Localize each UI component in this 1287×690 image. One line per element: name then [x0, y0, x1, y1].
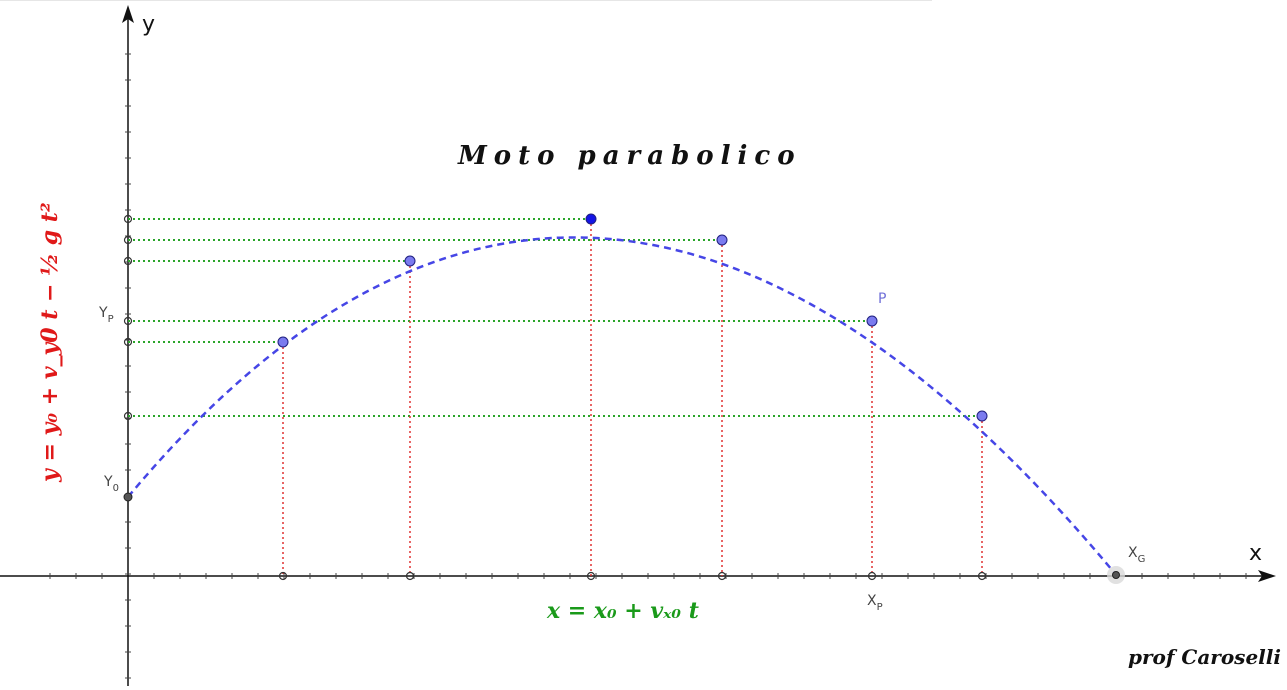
y-projection-point: [123, 411, 133, 421]
xg-label: XG: [1128, 545, 1145, 565]
x-projection-point: [278, 571, 288, 581]
x-equation: x = x₀ + vₓ₀ t: [546, 598, 699, 624]
xp-label: XP: [867, 593, 883, 613]
y-axis-ticks: [125, 53, 131, 679]
trajectory-point[interactable]: [277, 336, 289, 348]
x-projection-point: [717, 571, 727, 581]
trajectory-point[interactable]: [716, 234, 728, 246]
y-projection-point: [123, 235, 133, 245]
yp-label: YP: [98, 305, 114, 325]
y-axis-label: y: [142, 12, 155, 37]
x-axis-ticks: [49, 573, 1247, 579]
x-projection-point: [586, 571, 596, 581]
p-point[interactable]: [866, 315, 878, 327]
y0-label: Y0: [103, 474, 119, 494]
trajectory-point[interactable]: [404, 255, 416, 267]
y-projection-point: [123, 256, 133, 266]
diagram-title: Moto parabolico: [457, 141, 802, 171]
trajectory-points: [277, 213, 988, 422]
trajectory-point[interactable]: [976, 410, 988, 422]
trajectory-curve: [127, 236, 1118, 577]
apex-point[interactable]: [585, 213, 597, 225]
y-projection-point: [123, 316, 133, 326]
y-axis-arrow: [122, 5, 134, 23]
y0-start-point[interactable]: [123, 492, 133, 502]
horizontal-guides: [128, 218, 982, 417]
vertical-guides: [282, 219, 983, 576]
xg-landing-point[interactable]: [1112, 571, 1120, 579]
p-point-label: P: [878, 291, 886, 307]
x-projection-point: [867, 571, 877, 581]
top-border: [0, 0, 932, 1]
x-axis-label: x: [1249, 541, 1262, 566]
y-projection-point: [123, 337, 133, 347]
x-projection-point: [405, 571, 415, 581]
axis-projection-points: [123, 214, 987, 581]
y-projection-point: [123, 214, 133, 224]
x-projection-point: [977, 571, 987, 581]
x-axis-arrow: [1258, 570, 1276, 582]
author-signature: prof Caroselli: [1128, 645, 1281, 669]
y-equation: y = y₀ + v_y0 t − ½ g t²: [37, 202, 63, 483]
